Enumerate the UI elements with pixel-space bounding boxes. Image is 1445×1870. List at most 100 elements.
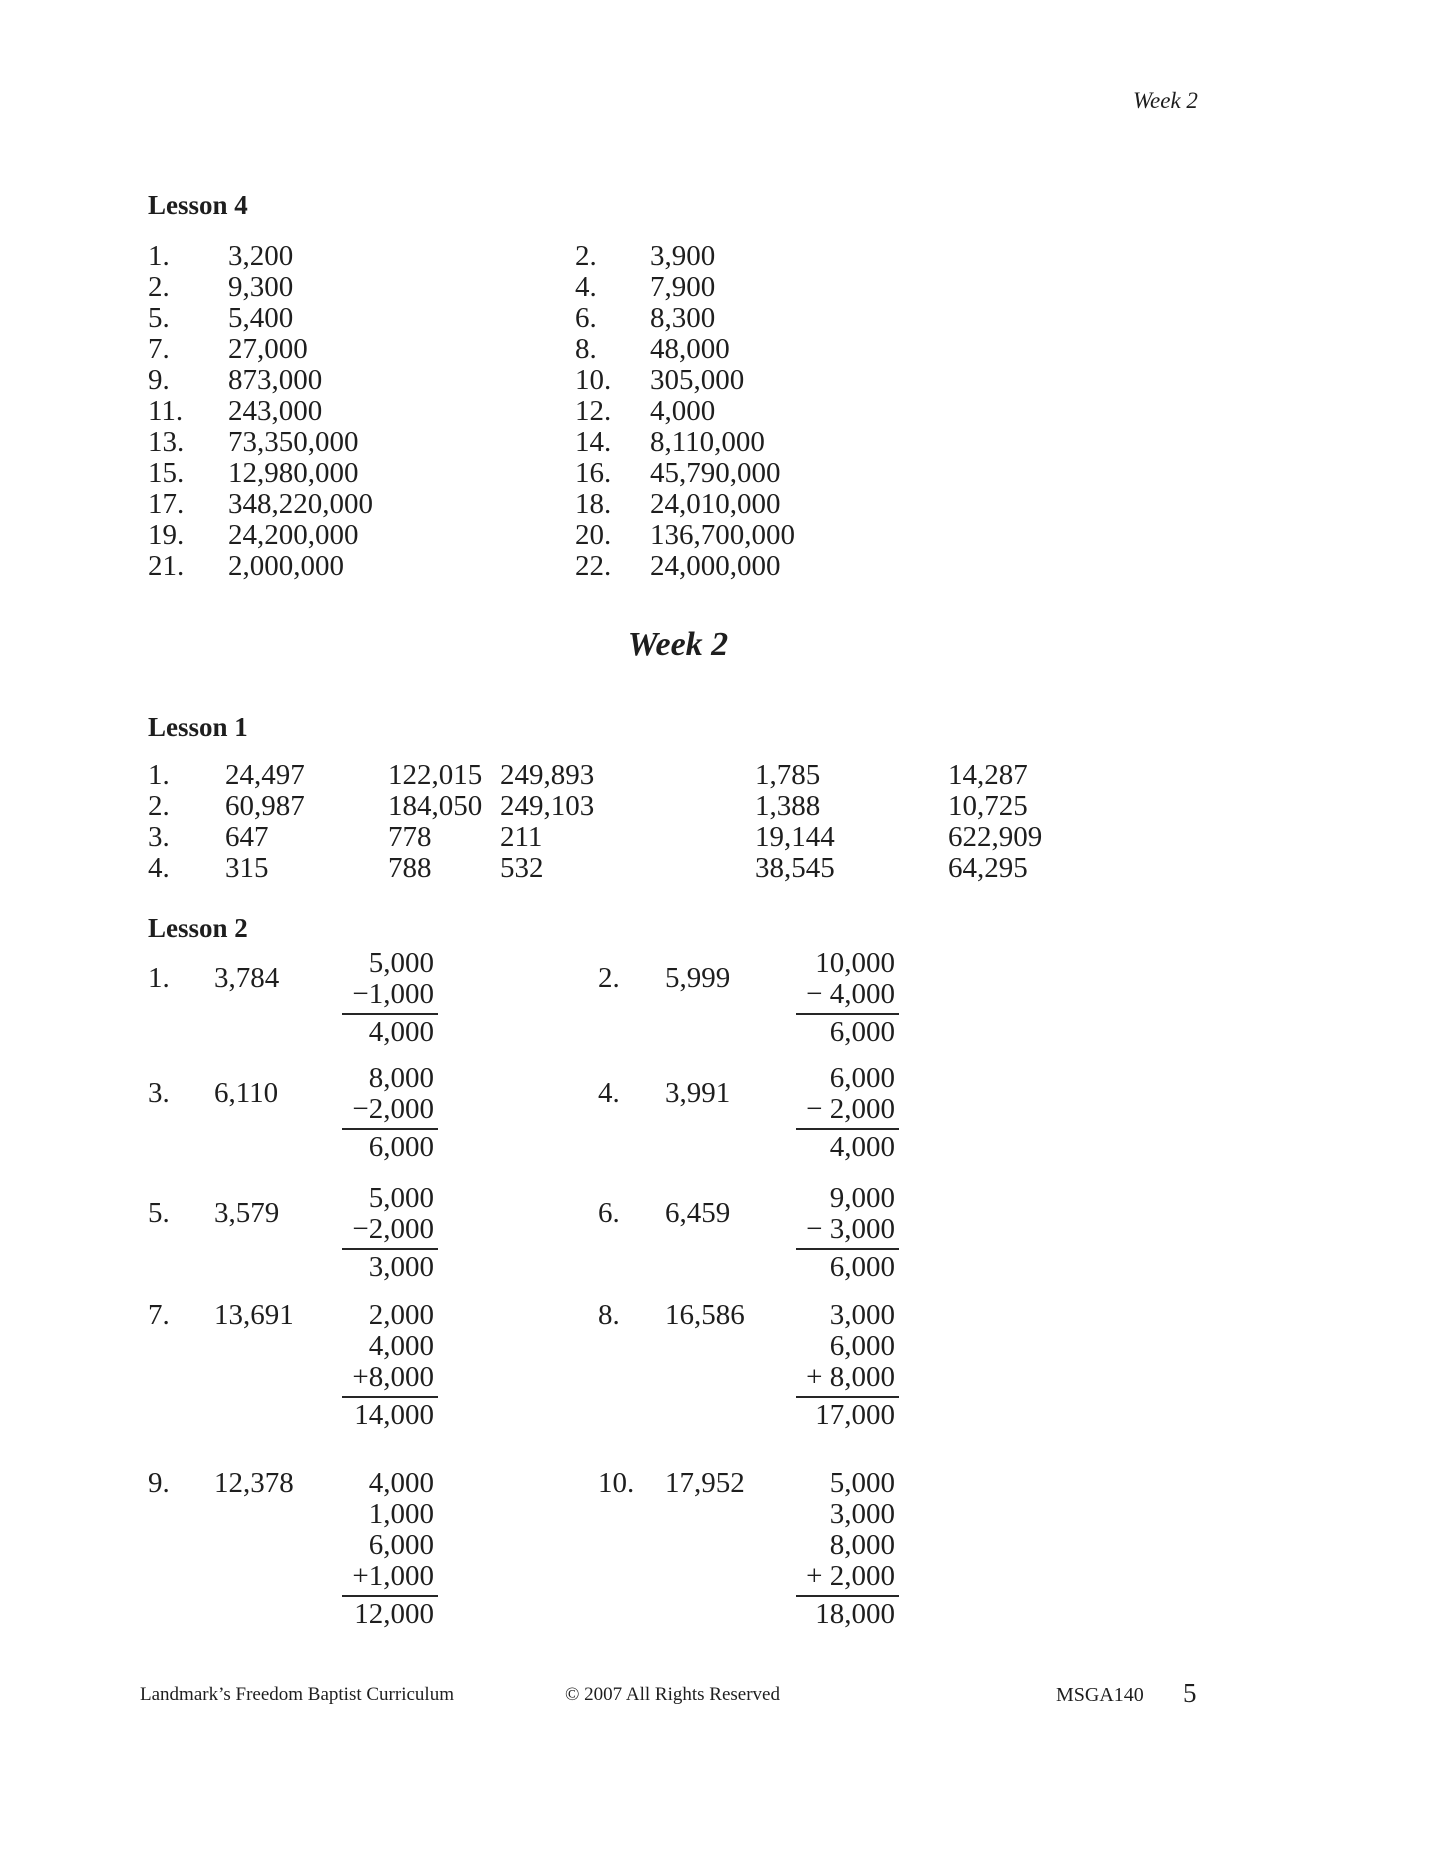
vertical-math-stack: 8,000 −2,000 6,000 [342,1062,438,1163]
answer-value: 24,010,000 [650,488,781,520]
answer-value: 211 [500,821,543,853]
item-number: 10. [575,364,612,396]
answer-value: 5,999 [665,962,731,994]
answer-value: 1,388 [755,790,821,822]
vertical-math-stack: 3,000 6,000 + 8,000 17,000 [796,1300,899,1431]
answer-value: 778 [388,821,432,853]
answer-value: 122,015 [388,759,483,791]
answer-value: 45,790,000 [650,457,781,489]
item-number: 2. [148,271,170,303]
vertical-math-stack: 2,000 4,000 +8,000 14,000 [342,1300,438,1431]
item-number: 4. [148,852,170,884]
answer-row: 2. 60,987 184,050 249,103 1,388 10,725 [148,791,1042,822]
answer-line [796,1396,899,1398]
answer-value: 3,579 [214,1197,280,1229]
item-number: 9. [148,364,170,396]
stack-operand: 1,000 [368,1498,434,1530]
item-number: 12. [575,395,612,427]
stack-result: 6,000 [829,1251,895,1283]
answer-value: 788 [388,852,432,884]
stack-operand: − 2,000 [806,1093,895,1125]
answer-value: 10,725 [948,790,1028,822]
vertical-math-stack: 5,000 −1,000 4,000 [342,948,438,1048]
answer-line [342,1248,438,1250]
answer-value: 184,050 [388,790,483,822]
answer-row: 1. 24,497 122,015 249,893 1,785 14,287 [148,760,1042,791]
vertical-math-stack: 10,000− 4,000 6,000 [796,948,899,1048]
item-number: 9. [148,1467,170,1499]
stack-operand: + 2,000 [806,1560,895,1592]
vertical-math-stack: 9,000− 3,000 6,000 [796,1183,899,1283]
answer-row: 11. 243,000 12. 4,000 [148,396,795,427]
answer-line [342,1013,438,1015]
item-number: 1. [148,240,170,272]
stack-operand: +1,000 [352,1560,434,1592]
stack-operand: 6,000 [368,1529,434,1561]
item-number: 15. [148,457,185,489]
item-number: 2. [598,962,620,994]
answer-value: 647 [225,821,269,853]
stack-operands: 5,000 3,000 8,000 + 2,000 [806,1468,895,1592]
answer-row: 4. 315 788 532 38,545 64,295 [148,853,1042,884]
stack-operand: 8,000 [368,1062,434,1094]
stack-operands: 3,000 6,000 + 8,000 [806,1300,895,1393]
answer-value: 14,287 [948,759,1028,791]
stack-result: 6,000 [829,1016,895,1048]
answer-row: 15. 12,980,000 16. 45,790,000 [148,458,795,489]
item-number: 19. [148,519,185,551]
answer-line [342,1396,438,1398]
stack-operands: 2,000 4,000 +8,000 [352,1300,434,1393]
running-head-week: Week 2 [1133,88,1198,113]
answer-value: 60,987 [225,790,305,822]
item-number: 1. [148,759,170,791]
stack-operand: − 3,000 [806,1213,895,1245]
answer-value: 305,000 [650,364,745,396]
stack-operand: 2,000 [368,1299,434,1331]
answer-value: 873,000 [228,364,323,396]
answer-row: 13. 73,350,000 14. 8,110,000 [148,427,795,458]
answer-value: 249,893 [500,759,595,791]
stack-result: 3,000 [368,1251,434,1283]
answer-value: 8,300 [650,302,716,334]
answer-value: 17,952 [665,1467,745,1499]
answer-value: 348,220,000 [228,488,373,520]
answer-value: 7,900 [650,271,716,303]
item-number: 17. [148,488,185,520]
vertical-math-stack: 5,000 −2,000 3,000 [342,1183,438,1283]
answer-value: 3,200 [228,240,294,272]
answer-value: 622,909 [948,821,1043,853]
item-number: 1. [148,962,170,994]
vertical-math-stack: 4,000 1,000 6,000 +1,000 12,000 [342,1468,438,1630]
answer-line [342,1595,438,1597]
item-number: 5. [148,302,170,334]
stack-operand: +8,000 [352,1361,434,1393]
stack-result: 17,000 [815,1399,895,1431]
lesson-4-answer-list: 1. 3,200 2. 3,900 2. 9,300 4. 7,900 5. 5… [148,241,795,582]
answer-value: 6,110 [214,1077,279,1109]
item-number: 7. [148,1299,170,1331]
item-number: 8. [598,1299,620,1331]
stack-result: 6,000 [368,1131,434,1163]
stack-operand: 3,000 [829,1498,895,1530]
stack-operand: − 4,000 [806,978,895,1010]
item-number: 20. [575,519,612,551]
item-number: 6. [575,302,597,334]
answer-value: 4,000 [650,395,716,427]
stack-operands: 9,000− 3,000 [806,1183,895,1245]
answer-value: 315 [225,852,269,884]
answer-row: 7. 27,000 8. 48,000 [148,334,795,365]
answer-value: 12,378 [214,1467,294,1499]
item-number: 6. [598,1197,620,1229]
answer-value: 249,103 [500,790,595,822]
stack-operand: −2,000 [352,1213,434,1245]
answer-value: 24,200,000 [228,519,359,551]
stack-result: 14,000 [354,1399,434,1431]
stack-operand: 3,000 [829,1299,895,1331]
week-2-heading: Week 2 [627,626,729,663]
item-number: 13. [148,426,185,458]
answer-value: 3,784 [214,962,280,994]
page-number: 5 [1183,1678,1197,1708]
answer-value: 5,400 [228,302,294,334]
answer-value: 24,000,000 [650,550,781,582]
answer-value: 243,000 [228,395,323,427]
